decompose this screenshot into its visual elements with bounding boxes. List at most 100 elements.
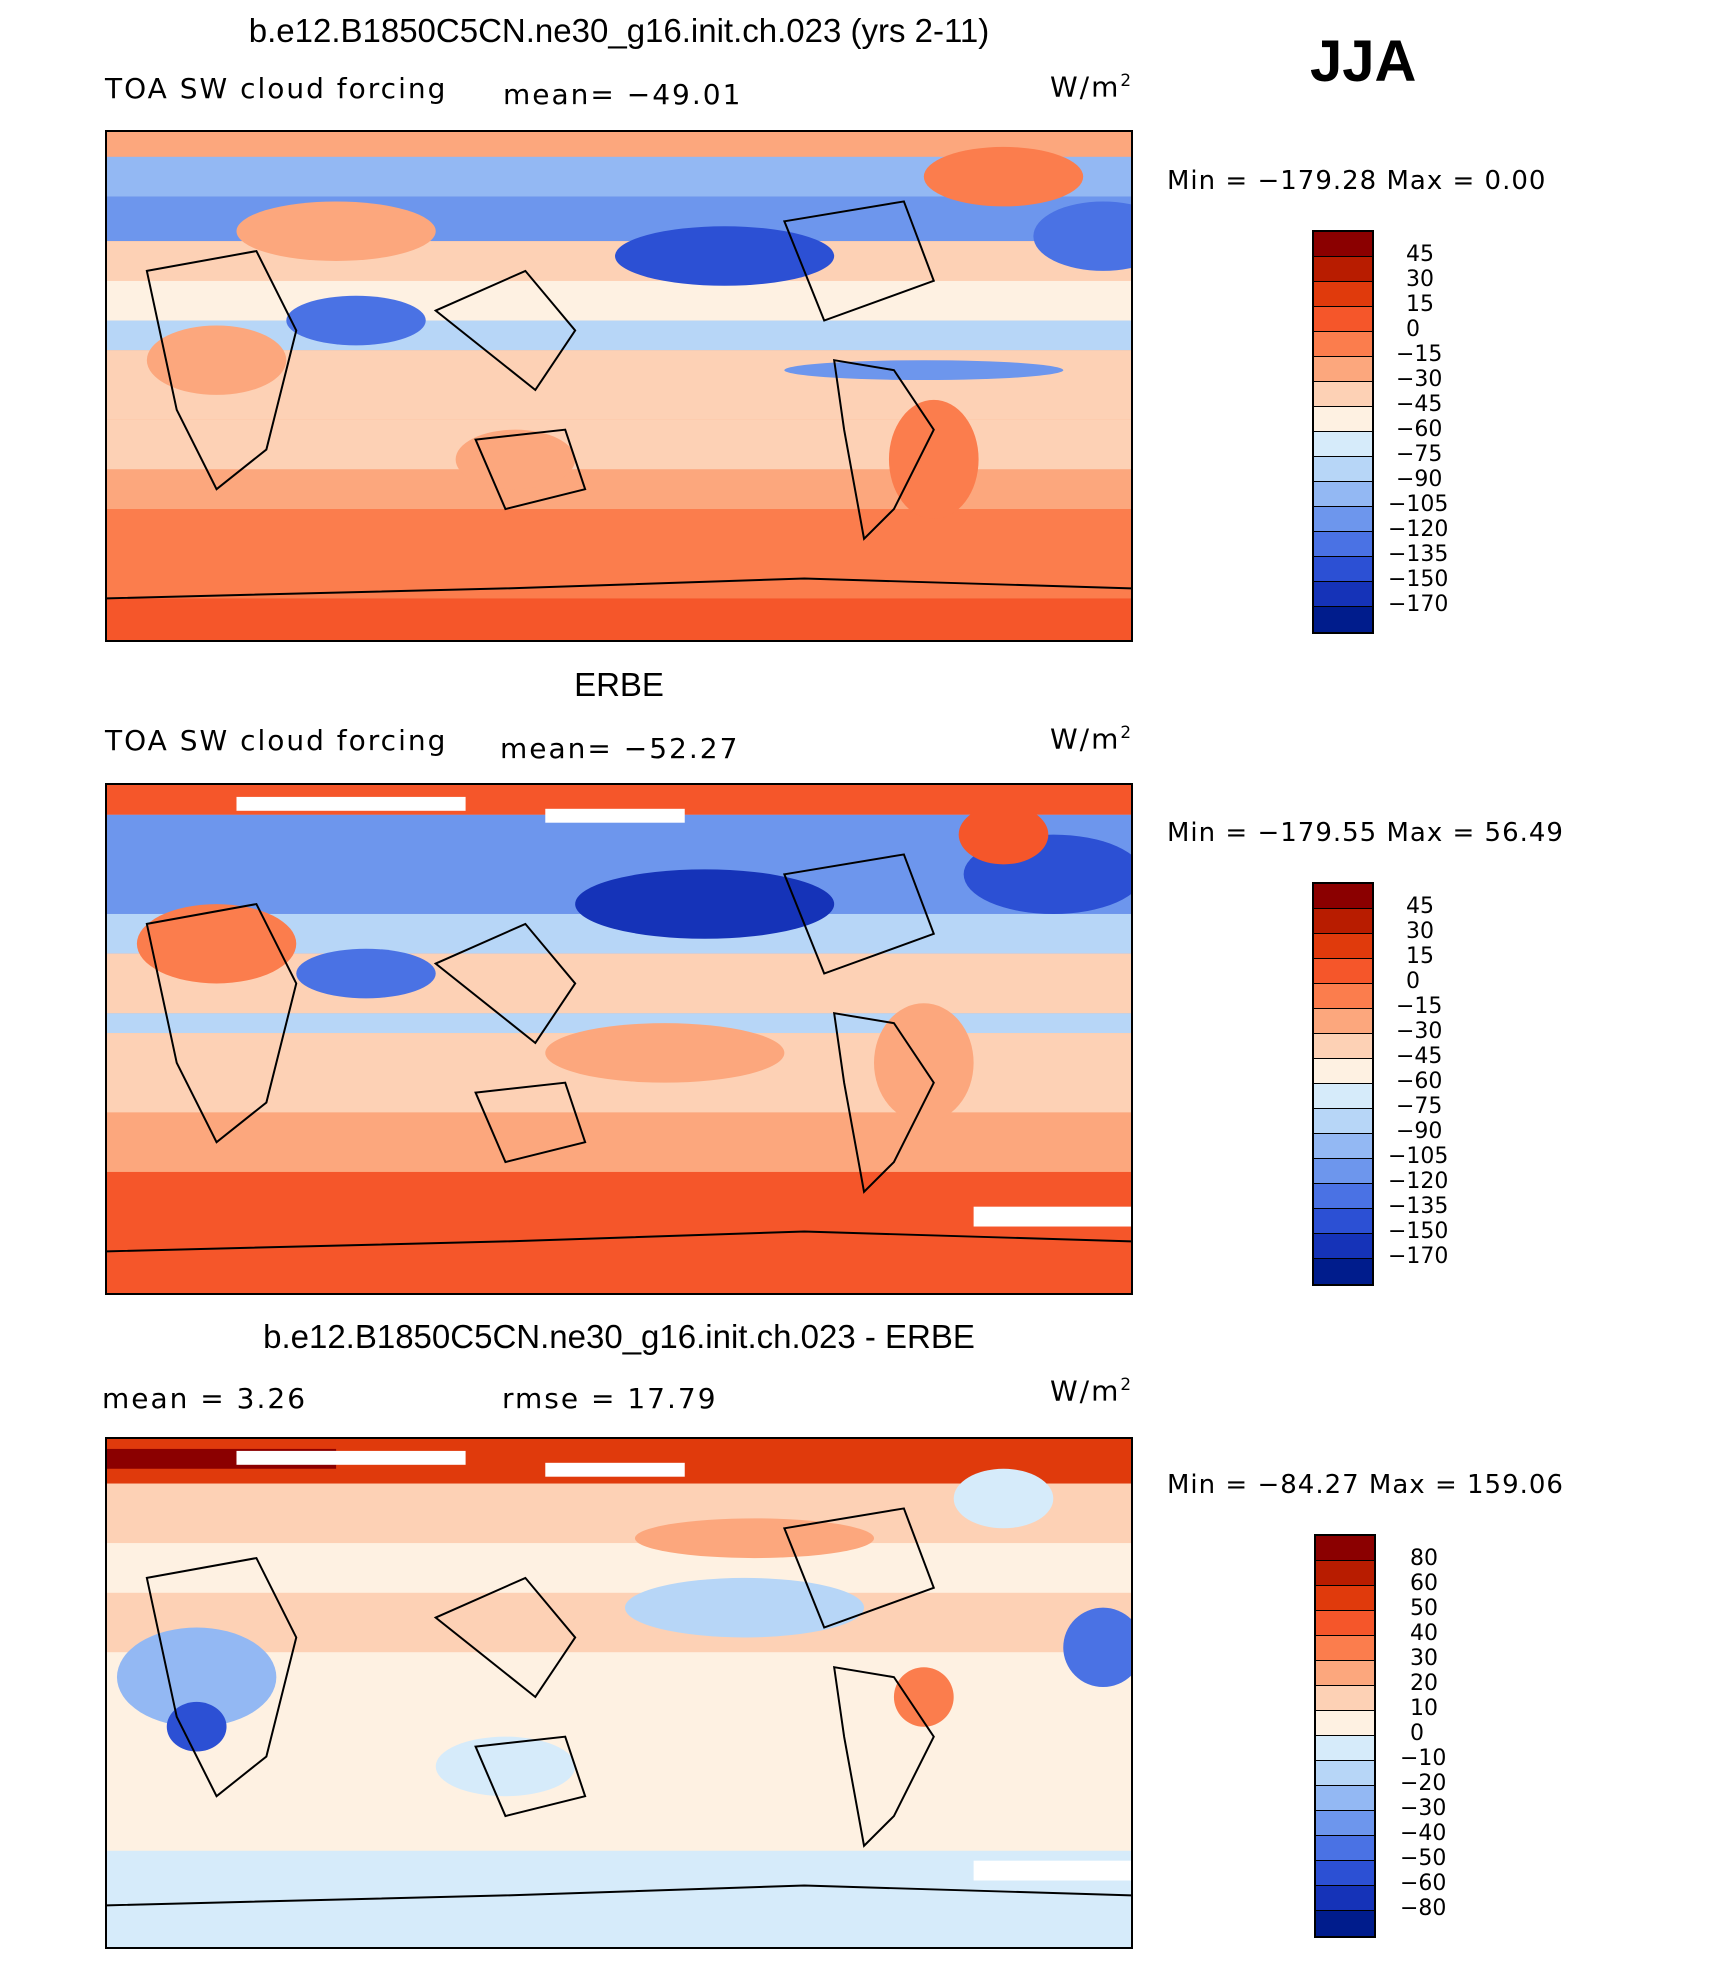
colorbar-swatch — [1314, 382, 1372, 407]
colorbar-tick-label: −135 — [1388, 1194, 1449, 1219]
colorbar-swatch — [1314, 909, 1372, 934]
colorbar-swatch — [1314, 357, 1372, 382]
colorbar-swatch — [1314, 934, 1372, 959]
colorbar-tick-label: 0 — [1410, 1721, 1424, 1746]
colorbar-swatch — [1316, 1636, 1374, 1661]
colorbar-swatch — [1316, 1711, 1374, 1736]
rmse-stat: rmse = 17.79 — [502, 1382, 718, 1415]
colorbar-tick-label: 30 — [1410, 1646, 1438, 1671]
map-model — [105, 130, 1133, 642]
colorbar-tick-label: −105 — [1388, 492, 1449, 517]
colorbar-swatch — [1314, 282, 1372, 307]
colorbar-tick-label: −50 — [1400, 1846, 1447, 1871]
colorbar-tick-label: −30 — [1400, 1796, 1447, 1821]
contour-map — [107, 785, 1131, 1293]
colorbar-tick-label: −45 — [1396, 1044, 1443, 1069]
map-observation — [105, 783, 1133, 1295]
colorbar-tick-label: 50 — [1410, 1596, 1438, 1621]
field-label: TOA SW cloud forcing — [105, 72, 448, 105]
colorbar-swatch — [1314, 307, 1372, 332]
colorbar-tick-label: −105 — [1388, 1144, 1449, 1169]
colorbar-swatch — [1316, 1736, 1374, 1761]
colorbar-swatch — [1314, 984, 1372, 1009]
coastline — [107, 853, 1131, 1253]
colorbar-tick-label: 30 — [1406, 267, 1434, 292]
colorbar-swatch — [1314, 1159, 1372, 1184]
colorbar-tick-label: −30 — [1396, 1019, 1443, 1044]
colorbar-swatch — [1316, 1686, 1374, 1711]
coastline — [107, 1507, 1131, 1907]
colorbar-tick-label: −60 — [1400, 1871, 1447, 1896]
colorbar — [1312, 882, 1374, 1286]
colorbar-tick-label: −170 — [1388, 1244, 1449, 1269]
colorbar-tick-label: 0 — [1406, 317, 1420, 342]
colorbar-tick-label: 15 — [1406, 944, 1434, 969]
colorbar-swatch — [1314, 582, 1372, 607]
minmax-label: Min = −179.55 Max = 56.49 — [1167, 818, 1564, 848]
colorbar-swatch — [1314, 1109, 1372, 1134]
colorbar-tick-label: −90 — [1396, 1119, 1443, 1144]
colorbar-swatch — [1314, 1259, 1372, 1284]
colorbar-tick-label: −120 — [1388, 517, 1449, 542]
colorbar-tick-label: −135 — [1388, 542, 1449, 567]
colorbar-swatch — [1314, 1034, 1372, 1059]
colorbar-tick-label: −10 — [1400, 1746, 1447, 1771]
colorbar-tick-label: 30 — [1406, 919, 1434, 944]
colorbar-swatch — [1316, 1836, 1374, 1861]
colorbar-tick-label: −45 — [1396, 392, 1443, 417]
colorbar-tick-label: 45 — [1406, 242, 1434, 267]
colorbar-swatch — [1314, 1184, 1372, 1209]
colorbar-swatch — [1314, 959, 1372, 984]
colorbar-swatch — [1316, 1611, 1374, 1636]
colorbar-swatch — [1314, 607, 1372, 632]
colorbar-tick-label: 10 — [1410, 1696, 1438, 1721]
colorbar-swatch — [1316, 1661, 1374, 1686]
colorbar-swatch — [1314, 432, 1372, 457]
colorbar-swatch — [1316, 1811, 1374, 1836]
colorbar-tick-label: 20 — [1410, 1671, 1438, 1696]
panel-title: b.e12.B1850C5CN.ne30_g16.init.ch.023 - E… — [263, 1318, 975, 1355]
colorbar-swatch — [1316, 1861, 1374, 1886]
colorbar-swatch — [1316, 1536, 1374, 1561]
contour-map — [107, 132, 1131, 640]
colorbar — [1312, 230, 1374, 634]
colorbar — [1314, 1534, 1376, 1938]
colorbar-swatch — [1314, 482, 1372, 507]
colorbar-swatch — [1314, 532, 1372, 557]
colorbar-swatch — [1314, 332, 1372, 357]
units-label: W/m2 — [1050, 70, 1134, 104]
colorbar-tick-label: 45 — [1406, 894, 1434, 919]
colorbar-tick-label: −15 — [1396, 342, 1443, 367]
minmax-label: Min = −84.27 Max = 159.06 — [1167, 1470, 1564, 1500]
colorbar-tick-label: 15 — [1406, 292, 1434, 317]
colorbar-tick-label: −80 — [1400, 1896, 1447, 1921]
colorbar-tick-label: −60 — [1396, 417, 1443, 442]
colorbar-swatch — [1314, 557, 1372, 582]
colorbar-tick-label: −40 — [1400, 1821, 1447, 1846]
colorbar-swatch — [1314, 1059, 1372, 1084]
colorbar-swatch — [1314, 507, 1372, 532]
colorbar-tick-label: 60 — [1410, 1571, 1438, 1596]
units-label: W/m2 — [1050, 1374, 1134, 1408]
colorbar-tick-label: 0 — [1406, 969, 1420, 994]
colorbar-tick-label: −30 — [1396, 367, 1443, 392]
colorbar-swatch — [1314, 232, 1372, 257]
mean-stat: mean= −52.27 — [500, 732, 740, 765]
panel-title: b.e12.B1850C5CN.ne30_g16.init.ch.023 (yr… — [248, 12, 990, 49]
colorbar-swatch — [1314, 407, 1372, 432]
colorbar-swatch — [1316, 1886, 1374, 1911]
units-label: W/m2 — [1050, 722, 1134, 756]
colorbar-swatch — [1314, 1209, 1372, 1234]
colorbar-tick-label: −75 — [1396, 1094, 1443, 1119]
colorbar-swatch — [1314, 1084, 1372, 1109]
colorbar-swatch — [1314, 1134, 1372, 1159]
colorbar-swatch — [1314, 1234, 1372, 1259]
colorbar-swatch — [1314, 257, 1372, 282]
season-label: JJA — [1310, 29, 1417, 94]
colorbar-swatch — [1316, 1911, 1374, 1936]
field-label: TOA SW cloud forcing — [105, 724, 448, 757]
contour-map — [107, 1439, 1131, 1947]
colorbar-tick-label: −20 — [1400, 1771, 1447, 1796]
mean-stat: mean= −49.01 — [503, 78, 743, 111]
colorbar-tick-label: −170 — [1388, 592, 1449, 617]
